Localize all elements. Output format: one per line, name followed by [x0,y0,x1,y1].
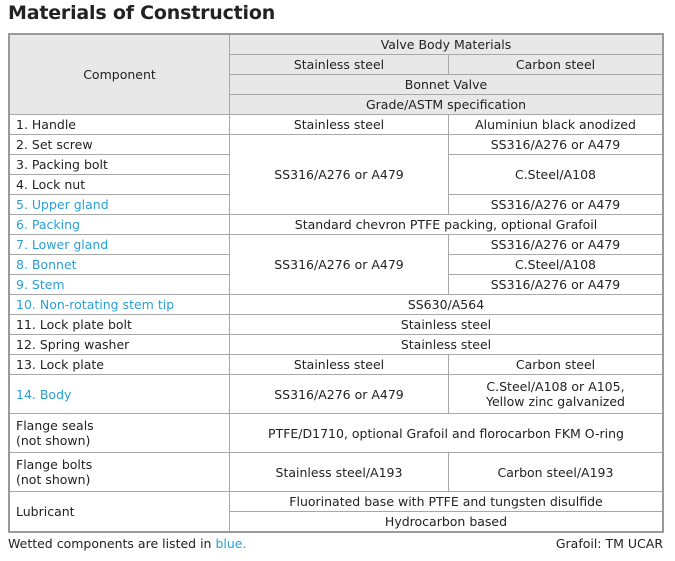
material-value: Fluorinated base with PTFE and tungsten … [229,491,664,512]
material-value: Stainless steel [229,334,664,355]
material-value: Stainless steel [229,314,664,335]
cs-value: Carbon steel [448,354,664,375]
table-row: 5. Upper gland SS316/A276 or A479 [8,194,664,215]
component-name: 3. Packing bolt [8,154,230,175]
name-line-2: (not shown) [16,433,91,448]
component-name: 12. Spring washer [8,334,230,355]
cs-line-1: C.Steel/A108 or A105, [486,379,625,394]
material-value: Hydrocarbon based [229,511,664,533]
component-name-wetted: 14. Body [8,374,230,414]
name-line-1: Flange bolts [16,457,93,472]
name-line-2: (not shown) [16,472,91,487]
header-carbon-steel: Carbon steel [448,54,664,75]
table-row: Flange seals (not shown) PTFE/D1710, opti… [8,413,664,453]
material-value: Standard chevron PTFE packing, optional … [229,214,664,235]
table-row: 3. Packing bolt C.Steel/A108 [8,154,664,195]
table-row: Flange bolts (not shown) Stainless steel/… [8,452,664,492]
component-name: 11. Lock plate bolt [8,314,230,335]
ss-value: Stainless steel/A193 [229,452,449,492]
component-name-wetted: 6. Packing [8,214,230,235]
component-name: 13. Lock plate [8,354,230,375]
component-name: 4. Lock nut [8,174,230,195]
header-grade-spec: Grade/ASTM specification [229,94,664,115]
component-name: 2. Set screw [8,134,230,155]
cs-line-2: Yellow zinc galvanized [486,394,625,409]
component-name-wetted: 7. Lower gland [8,234,230,255]
cs-value: SS316/A276 or A479 [448,234,664,255]
ss-value: SS316/A276 or A479 [229,134,449,215]
component-name: Flange seals (not shown) [8,413,230,453]
header-bonnet-valve: Bonnet Valve [229,74,664,95]
component-name-wetted: 8. Bonnet [8,254,230,275]
ss-value: SS316/A276 or A479 [229,374,449,414]
table-row: 1. Handle Stainless steel Aluminiun blac… [8,114,664,135]
component-name: Lubricant [8,491,230,533]
header-component: Component [8,33,230,115]
table-row: Lubricant Fluorinated base with PTFE and… [8,491,664,533]
wetted-note: Wetted components are listed in blue. [8,536,246,551]
table-row: 14. Body SS316/A276 or A479 C.Steel/A108… [8,374,664,414]
name-line-1: Flange seals [16,418,94,433]
ss-value: Stainless steel [229,354,449,375]
note-blue-text: blue. [215,536,247,551]
cs-value: Carbon steel/A193 [448,452,664,492]
table-row: 6. Packing Standard chevron PTFE packing… [8,214,664,235]
table-row: 10. Non-rotating stem tip SS630/A564 [8,294,664,315]
trademark-note: Grafoil: TM UCAR [555,536,663,551]
header-valve-body-materials: Valve Body Materials [229,33,664,55]
table-row: 11. Lock plate bolt Stainless steel [8,314,664,335]
material-value: PTFE/D1710, optional Grafoil and floroca… [229,413,664,453]
ss-value: Stainless steel [229,114,449,135]
cs-value: Aluminiun black anodized [448,114,664,135]
ss-value: SS316/A276 or A479 [229,234,449,295]
table-row: 12. Spring washer Stainless steel [8,334,664,355]
table-row: 9. Stem SS316/A276 or A479 [8,274,664,295]
table-row: 13. Lock plate Stainless steel Carbon st… [8,354,664,375]
page-title: Materials of Construction [8,2,276,24]
materials-table: Component Valve Body Materials Stainless… [8,33,664,533]
cs-value: SS316/A276 or A479 [448,274,664,295]
table-row: 7. Lower gland SS316/A276 or A479 SS316/… [8,234,664,295]
component-name-wetted: 5. Upper gland [8,194,230,215]
component-name-wetted: 9. Stem [8,274,230,295]
component-name: 1. Handle [8,114,230,135]
component-name: Flange bolts (not shown) [8,452,230,492]
component-name-wetted: 10. Non-rotating stem tip [8,294,230,315]
note-text: Wetted components are listed in [8,536,216,551]
cs-value: C.Steel/A108 or A105, Yellow zinc galvani… [448,374,664,414]
table-row: Hydrocarbon based [9,511,664,533]
cs-value: C.Steel/A108 [448,254,664,275]
cs-value: SS316/A276 or A479 [448,194,664,215]
header-stainless-steel: Stainless steel [229,54,449,75]
table-row: 2. Set screw SS316/A276 or A479 SS316/A2… [8,134,664,215]
material-value: SS630/A564 [229,294,664,315]
cs-value: SS316/A276 or A479 [448,134,664,155]
cs-value: C.Steel/A108 [448,154,664,195]
